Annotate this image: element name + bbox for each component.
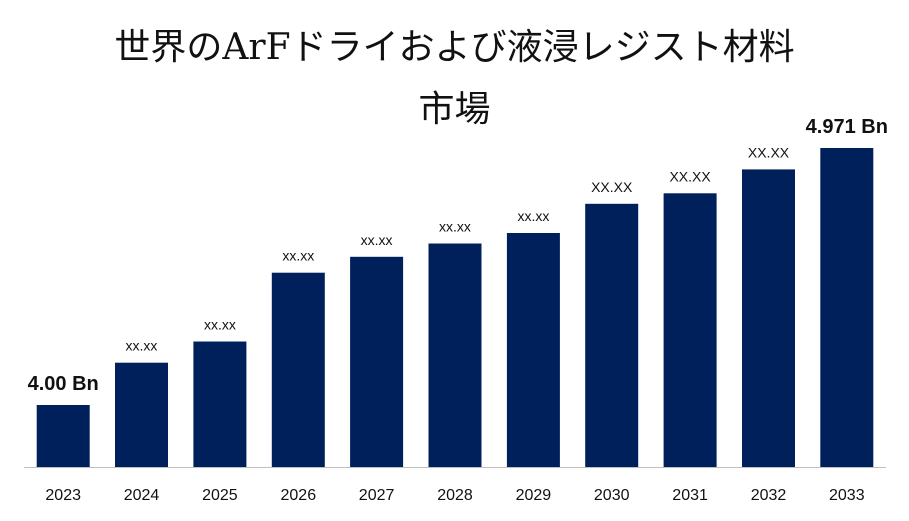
x-tick-label-2025: 2025: [202, 487, 238, 504]
chart-title-line-1: 世界のArFドライおよび液浸レジスト材料: [114, 27, 795, 68]
data-label-2030: XX.XX: [591, 179, 633, 195]
x-tick-label-2028: 2028: [437, 487, 473, 504]
data-label-2032: XX.XX: [748, 144, 790, 160]
bar-2031: [663, 193, 717, 468]
bar-2024: [115, 362, 168, 467]
chart-title-line-2: 市場: [418, 89, 491, 130]
bar-2027: [350, 256, 404, 467]
bar-2026: [271, 272, 325, 467]
x-tick-label-2023: 2023: [45, 487, 81, 504]
x-tick-label-2032: 2032: [751, 487, 787, 504]
bar-2030: [585, 203, 639, 468]
x-tick-label-2024: 2024: [124, 487, 160, 504]
data-label-2026: xx.xx: [282, 248, 314, 264]
data-label-2031: XX.XX: [669, 168, 711, 184]
x-tick-label-2031: 2031: [672, 487, 708, 504]
data-label-2028: xx.xx: [439, 219, 471, 235]
bar-2029: [506, 233, 560, 467]
bar-2032: [742, 169, 795, 467]
data-label-2027: xx.xx: [361, 232, 393, 248]
x-tick-labels: 2023 2024 2025 2026 2027 2028 2029 2030 2031 2032…: [45, 487, 864, 504]
x-tick-label-2030: 2030: [594, 487, 630, 504]
data-label-2033: 4.971 Bn: [806, 116, 888, 138]
data-label-2023: 4.00 Bn: [28, 373, 99, 395]
data-label-2029: xx.xx: [517, 208, 549, 224]
x-tick-label-2027: 2027: [359, 487, 395, 504]
bar-2028: [428, 243, 482, 467]
bar-2025: [193, 341, 247, 467]
x-tick-label-2029: 2029: [516, 487, 552, 504]
bars-group: [36, 148, 874, 468]
data-labels: 4.00 Bn xx.xx xx.xx xx.xx xx.xx xx.xx xx.xx XX.…: [28, 116, 888, 395]
x-tick-label-2026: 2026: [281, 487, 317, 504]
bar-2033: [820, 148, 874, 467]
x-tick-label-2033: 2033: [829, 487, 865, 504]
bar-2023: [36, 405, 90, 467]
data-label-2024: xx.xx: [126, 338, 158, 354]
data-label-2025: xx.xx: [204, 317, 236, 333]
